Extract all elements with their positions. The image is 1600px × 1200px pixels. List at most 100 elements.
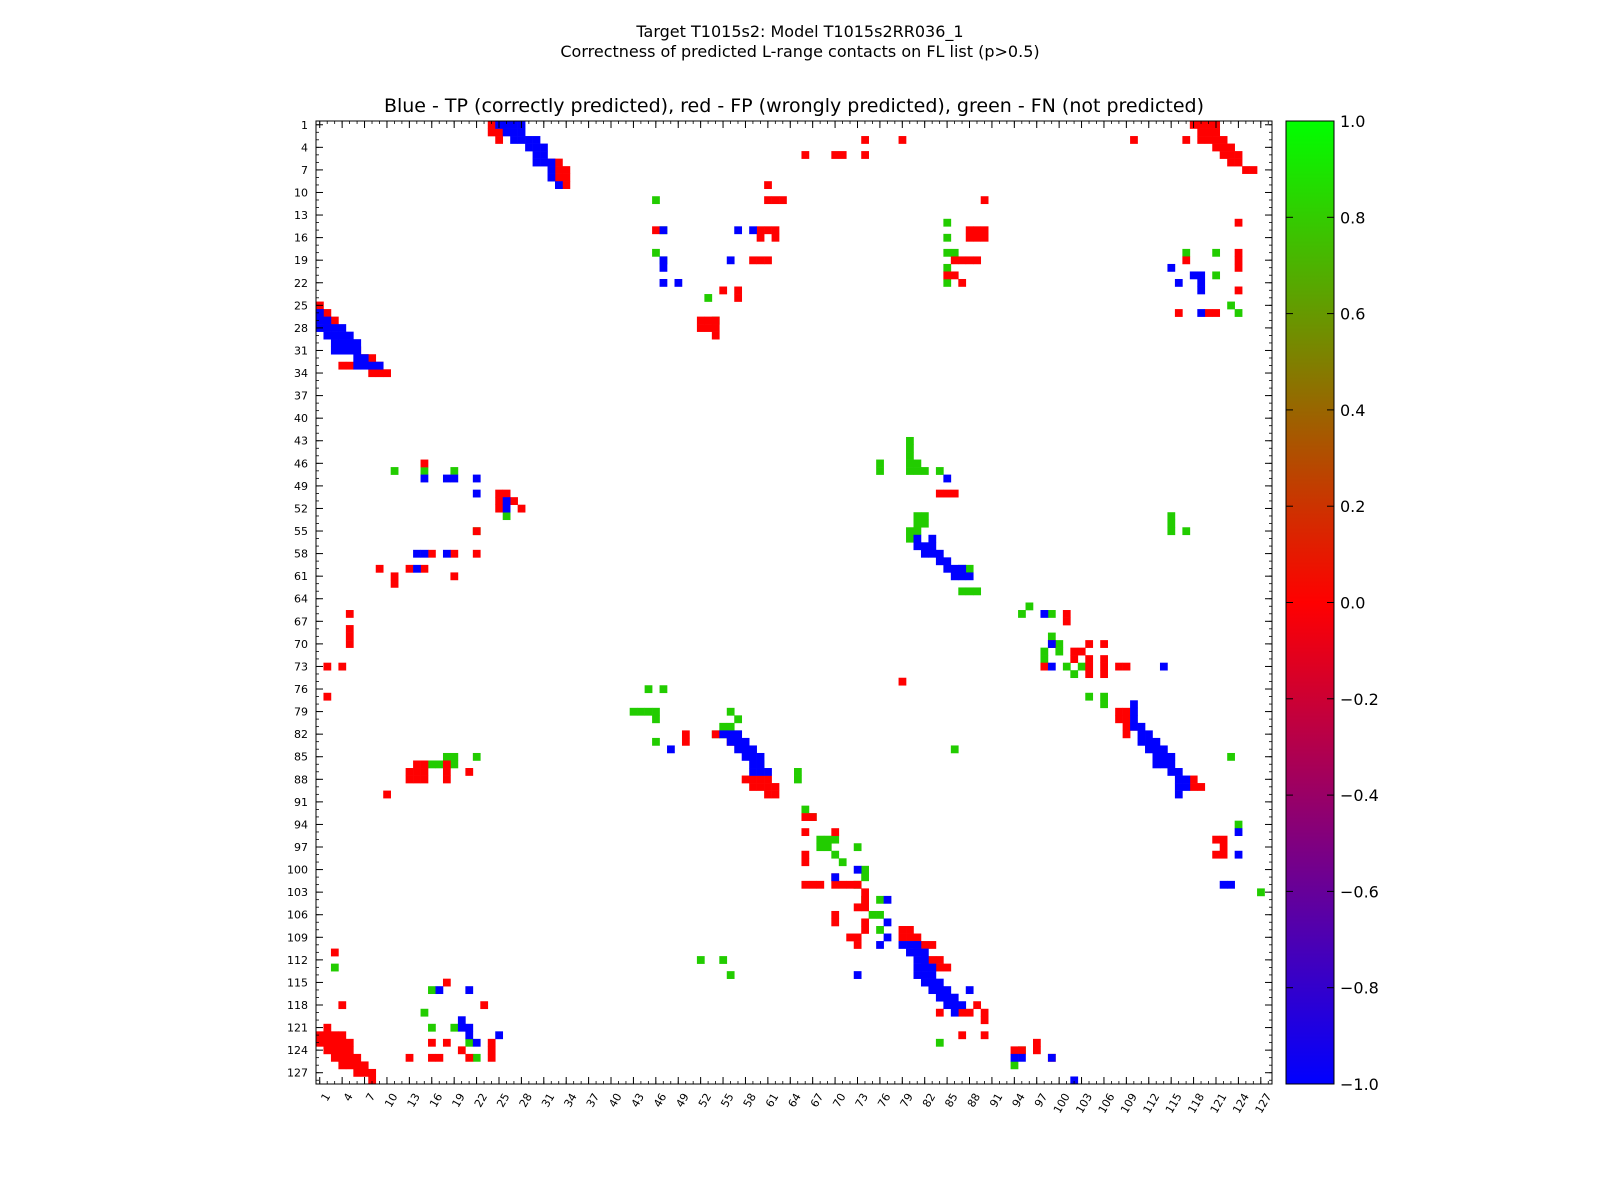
cell-tp (510, 128, 518, 137)
cell-fp (345, 625, 354, 633)
cell-fn (734, 715, 743, 724)
cell-tp (943, 993, 952, 1002)
cell-fp (943, 963, 952, 972)
cell-tp (935, 986, 944, 995)
cell-fn (1227, 752, 1235, 761)
cell-fp (1033, 1046, 1041, 1055)
x-tick-label: 40 (606, 1091, 624, 1110)
cell-fp (450, 572, 459, 581)
cell-fp (428, 1053, 436, 1062)
cell-fn (428, 1023, 436, 1032)
cell-tp (465, 986, 474, 995)
cell-fp (368, 1068, 377, 1077)
y-tick-label: 118 (287, 999, 308, 1012)
cell-tp (928, 549, 937, 558)
cell-fp (472, 527, 481, 536)
cell-tp (1152, 760, 1161, 769)
cell-fn (935, 467, 944, 475)
cell-fp (495, 136, 504, 144)
cell-fp (1100, 640, 1108, 648)
cell-fp (405, 775, 414, 784)
cell-tp (928, 963, 937, 972)
cell-fn (831, 850, 840, 859)
cell-tp (353, 346, 362, 355)
cell-tp (540, 143, 548, 152)
cell-fn (1182, 527, 1191, 536)
cell-fp (771, 233, 780, 242)
cell-fp (965, 256, 974, 265)
cell-fn (950, 248, 959, 257)
cell-fp (1122, 707, 1131, 716)
cell-fp (749, 775, 757, 784)
cell-tp (1227, 880, 1235, 889)
cell-fp (853, 933, 862, 942)
cell-tp (323, 324, 332, 332)
cell-fn (965, 564, 974, 573)
cell-tp (1047, 662, 1056, 671)
cell-fp (965, 233, 974, 242)
plot-area (316, 121, 1272, 1084)
y-tick-label: 61 (294, 570, 308, 583)
cell-fp (1122, 715, 1131, 724)
cell-fp (323, 692, 332, 701)
cell-tp (913, 963, 922, 972)
cell-fn (853, 843, 862, 852)
x-tick-label: 4 (341, 1091, 356, 1104)
cell-fp (428, 1038, 436, 1047)
plot-frame (315, 120, 1273, 1085)
cell-fn (920, 467, 929, 475)
cell-fn (943, 218, 952, 227)
cell-fp (420, 760, 429, 769)
cell-fp (756, 226, 765, 235)
cell-fp (1212, 143, 1221, 152)
cell-fp (353, 1061, 362, 1070)
y-tick-label: 40 (294, 412, 308, 425)
colorbar-tick-label: 0.6 (1340, 305, 1365, 324)
cell-tp (1174, 783, 1183, 791)
cell-tp (1018, 1053, 1026, 1062)
colorbar-tick-label: 0.2 (1340, 497, 1365, 516)
x-tick-label: 25 (494, 1091, 512, 1110)
colorbar-tick-label: −1.0 (1340, 1075, 1379, 1094)
cell-fp (749, 783, 757, 791)
cell-fp (816, 880, 825, 889)
cell-fp (338, 662, 347, 671)
cell-fp (831, 918, 840, 927)
cell-tp (920, 542, 929, 551)
cell-tp (502, 128, 511, 137)
cell-fp (749, 256, 757, 265)
cell-tp (360, 361, 369, 370)
cell-fn (652, 707, 660, 716)
cell-fn (652, 715, 660, 724)
cell-fp (1100, 670, 1108, 679)
cell-fp (771, 783, 780, 791)
cell-fn (816, 843, 825, 852)
cell-fp (1070, 647, 1079, 656)
y-tick-label: 97 (294, 841, 308, 854)
cell-fp (487, 121, 496, 129)
cell-fp (457, 1046, 466, 1055)
cell-fn (943, 278, 952, 287)
cell-fn (450, 467, 459, 475)
x-tick-label: 64 (786, 1091, 804, 1110)
cell-fp (1219, 850, 1228, 859)
cell-fp (831, 151, 840, 159)
cell-fp (345, 1046, 354, 1055)
cell-fp (442, 1038, 451, 1047)
cell-fp (338, 1053, 347, 1062)
cell-tp (1189, 271, 1198, 280)
cell-fp (764, 256, 772, 265)
cell-tp (1152, 752, 1161, 761)
y-tick-label: 67 (294, 615, 308, 628)
cell-fp (1189, 783, 1198, 791)
cell-fp (779, 196, 787, 205)
colorbar (1285, 120, 1335, 1085)
cell-tp (726, 730, 735, 739)
cell-fp (1234, 263, 1243, 272)
cell-fp (756, 783, 765, 791)
cell-fn (450, 1023, 459, 1032)
cell-fn (719, 956, 728, 964)
y-tick-label: 46 (294, 457, 308, 470)
cell-tp (950, 564, 959, 573)
cell-fp (711, 730, 720, 739)
